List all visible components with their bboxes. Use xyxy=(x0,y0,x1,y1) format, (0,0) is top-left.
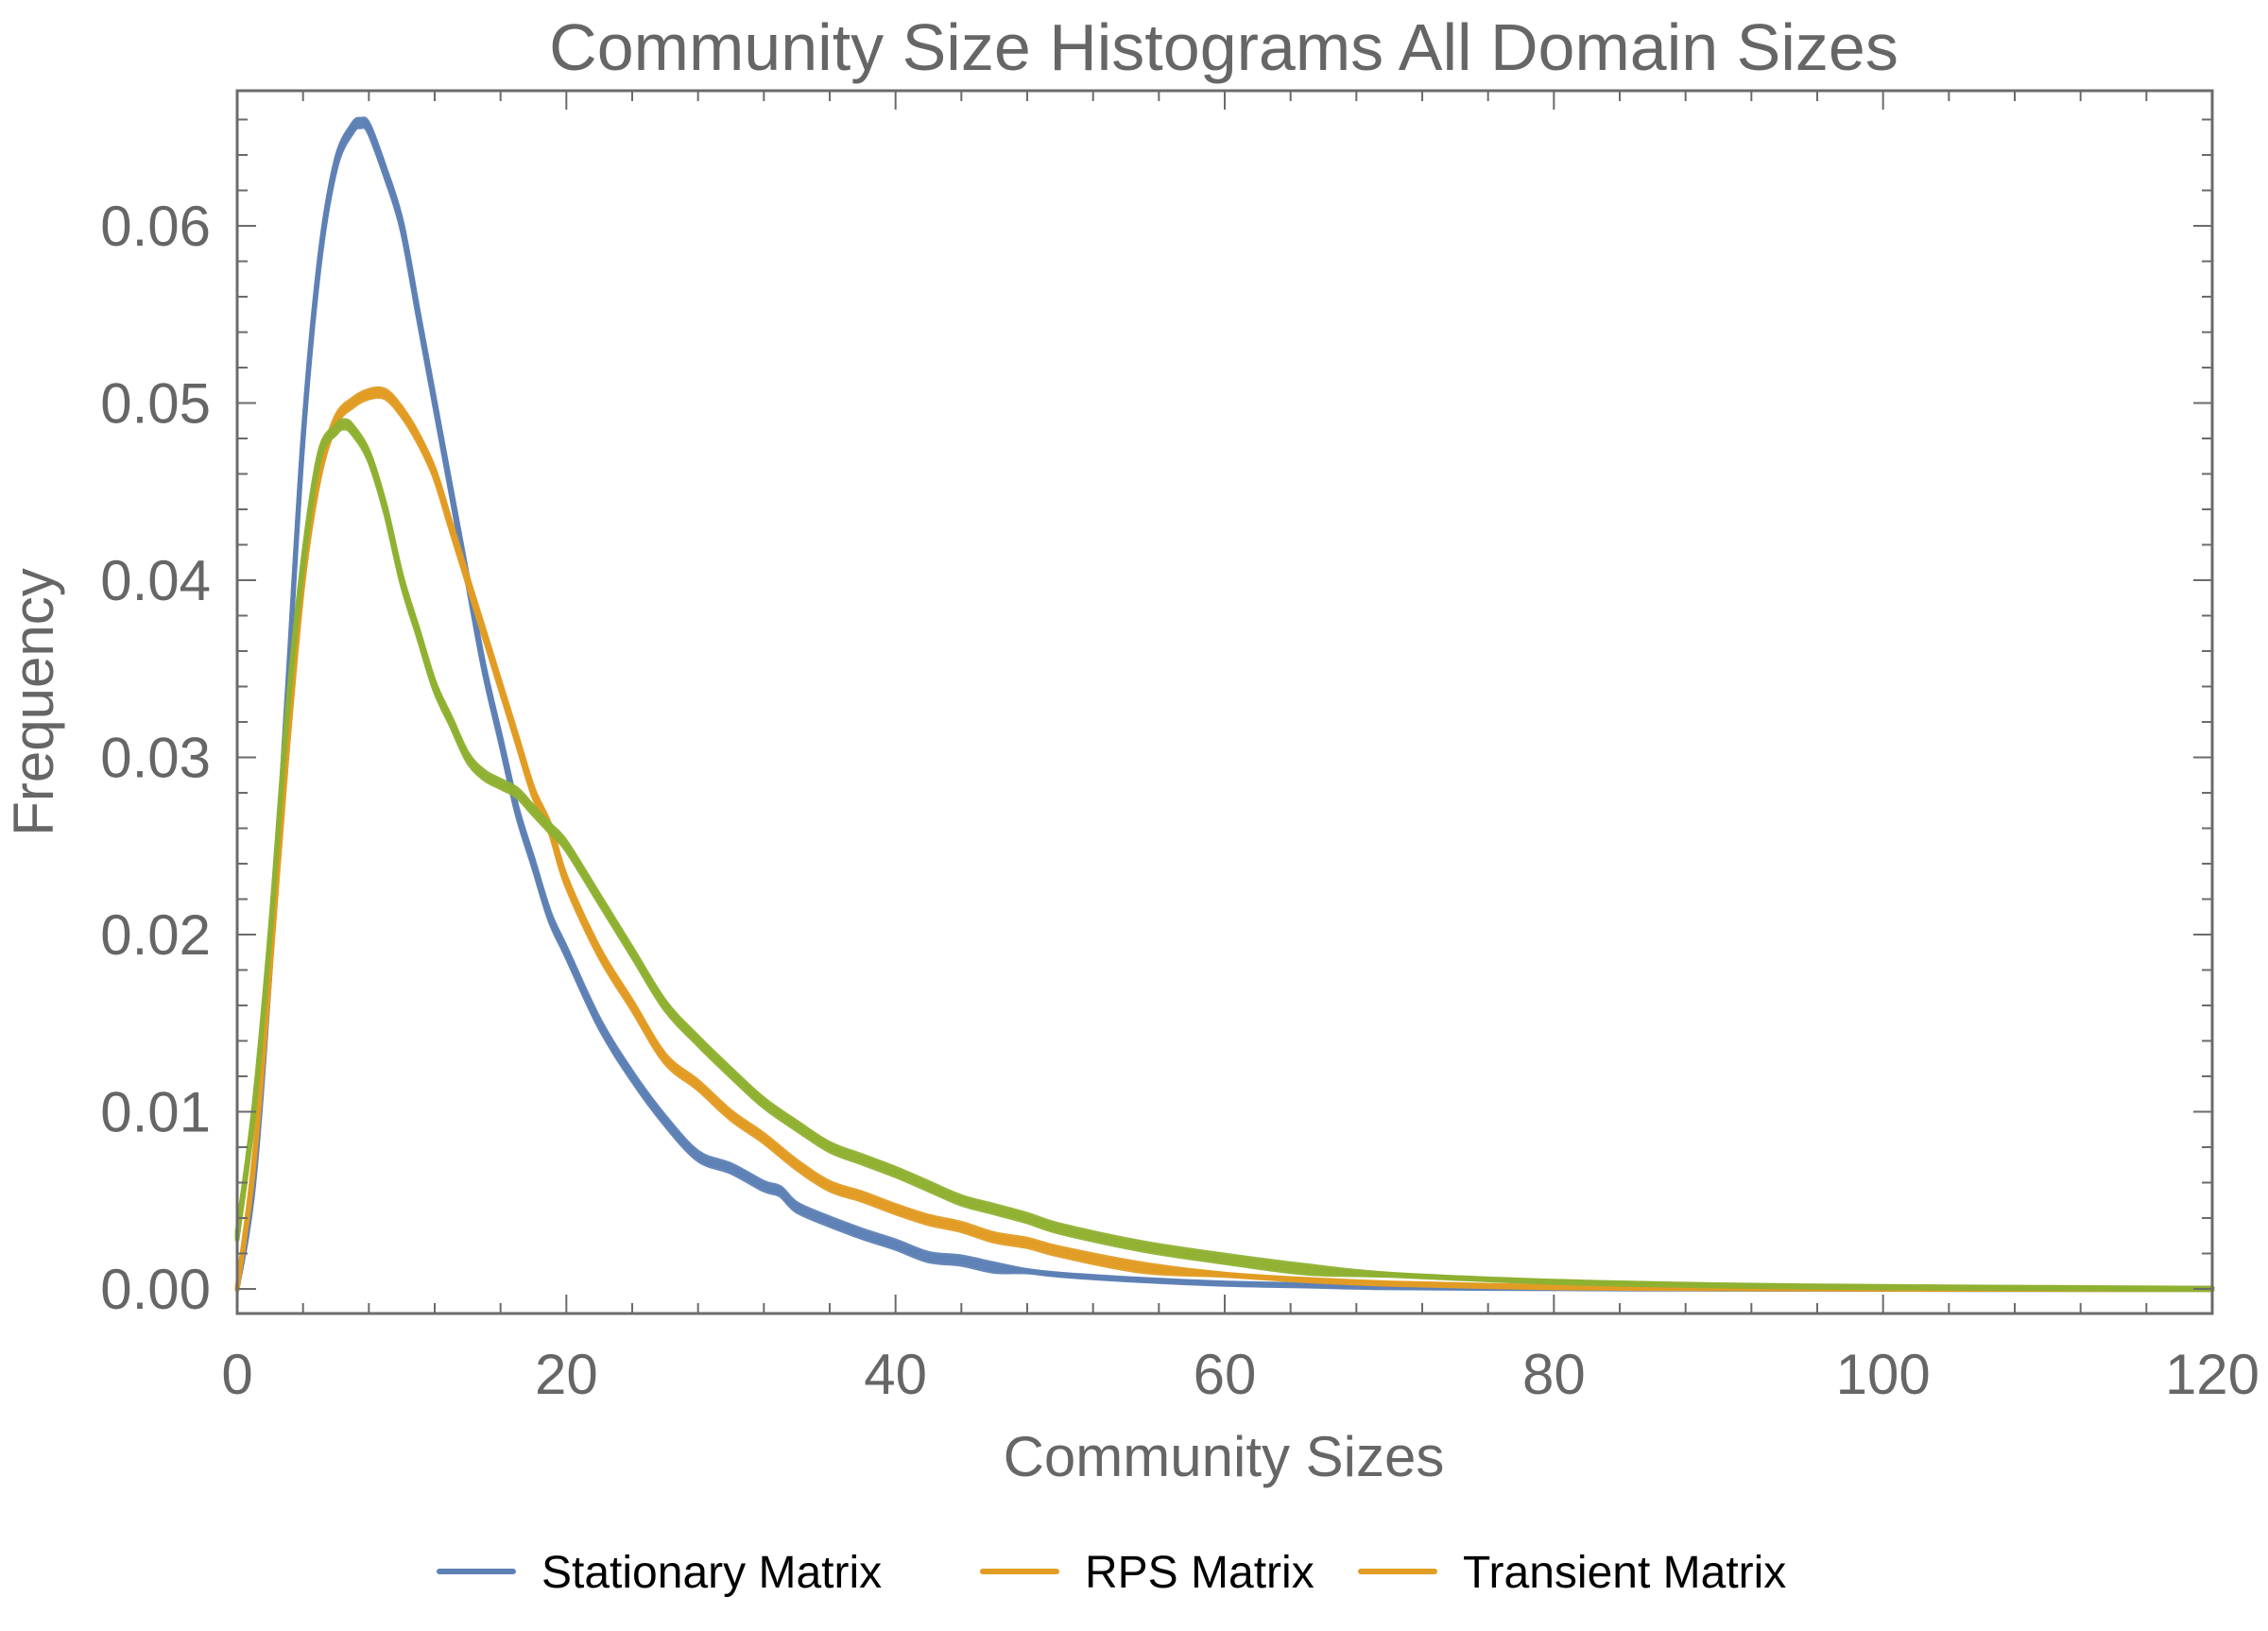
series-group xyxy=(234,116,2215,1293)
y-tick-label: 0.03 xyxy=(100,727,211,790)
legend-label: Transient Matrix xyxy=(1463,1548,1786,1598)
series-stationary-matrix xyxy=(234,116,2215,1293)
series-line-stationary-matrix-4 xyxy=(234,124,2215,1293)
legend: Stationary Matrix RPS Matrix Transient Mat… xyxy=(437,1548,1786,1598)
y-tick-label: 0.01 xyxy=(100,1081,211,1144)
y-tick-label: 0.00 xyxy=(100,1258,211,1321)
legend-item: RPS Matrix xyxy=(980,1548,1314,1598)
ticks-group xyxy=(236,91,2213,1313)
legend-label: RPS Matrix xyxy=(1085,1548,1314,1598)
y-tick-label: 0.02 xyxy=(100,903,211,967)
legend-label: Stationary Matrix xyxy=(541,1548,882,1598)
x-tick-label: 20 xyxy=(535,1343,598,1406)
legend-item: Transient Matrix xyxy=(1358,1548,1786,1598)
x-tick-label: 0 xyxy=(221,1343,252,1406)
series-line-transient-matrix-4 xyxy=(234,425,2215,1293)
y-tick-label: 0.06 xyxy=(100,195,211,258)
y-axis-label: Frequency xyxy=(2,568,65,835)
x-tick-label: 40 xyxy=(864,1343,927,1406)
x-tick-label: 60 xyxy=(1194,1343,1257,1406)
x-axis-label: Community Sizes xyxy=(1004,1425,1445,1488)
y-tick-label: 0.05 xyxy=(100,372,211,436)
x-tick-label: 120 xyxy=(2165,1343,2259,1406)
x-tick-label: 100 xyxy=(1836,1343,1931,1406)
series-transient-matrix xyxy=(234,418,2215,1293)
tick-labels-group: 0 20 40 60 80 100 120 0.00 0.01 0.02 0.03 0.04 0.05 0… xyxy=(100,195,2259,1406)
legend-item: Stationary Matrix xyxy=(437,1548,882,1598)
chart-title: Community Size Histograms All Domain Siz… xyxy=(549,10,1899,84)
x-tick-label: 80 xyxy=(1522,1343,1586,1406)
y-tick-label: 0.04 xyxy=(100,549,211,612)
